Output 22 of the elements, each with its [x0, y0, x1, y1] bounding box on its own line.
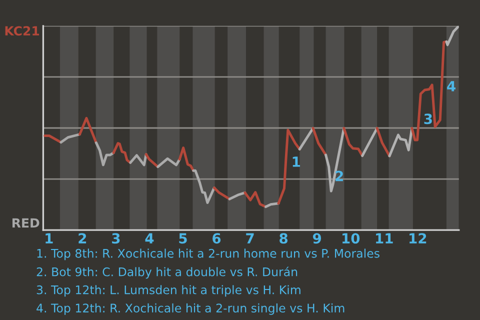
- text: 2. Bot 9th: C. Dalby hit a double vs R. Durán: [36, 266, 298, 279]
- x-tick-label: 12: [410, 233, 426, 244]
- annotation: 3: [424, 114, 432, 124]
- x-tick-label: 1: [46, 233, 53, 244]
- x-tick-label: 10: [342, 233, 360, 244]
- text: 4. Top 12th: R. Xochicale hit a 2-run single vs H. Kim: [36, 303, 344, 315]
- annotation: 4: [447, 81, 456, 92]
- x-tick-label: 4: [145, 233, 154, 244]
- text: KC21: [5, 26, 40, 36]
- annotation: 2: [336, 170, 343, 182]
- annotation: 1: [292, 156, 300, 167]
- text: 1. Top 8th: R. Xochicale hit a 2-run home run vs P. Morales: [37, 248, 380, 260]
- x-tick-label: 11: [376, 233, 393, 244]
- x-tick-label: 9: [312, 233, 322, 244]
- text: RED: [12, 218, 40, 228]
- x-tick-label: 2: [78, 233, 86, 244]
- x-tick-label: 7: [246, 233, 254, 244]
- x-tick-label: 6: [212, 233, 221, 244]
- x-tick-label: 3: [112, 233, 120, 244]
- x-tick-label: 8: [280, 233, 288, 244]
- text: 3. Top 12th: L. Lumsden hit a triple vs H. Kim: [36, 285, 300, 297]
- x-tick-label: 5: [179, 233, 187, 244]
